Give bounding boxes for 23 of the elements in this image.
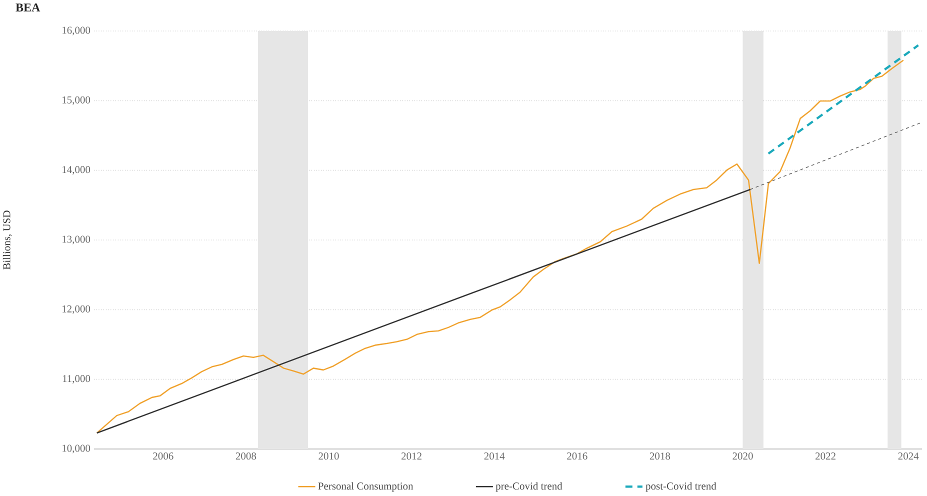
x-tick-label: 2008: [236, 452, 256, 460]
y-tick-label: 16,000: [62, 26, 90, 36]
line-series: [96, 60, 904, 434]
x-tick-label: 2024: [898, 452, 919, 460]
x-tick-label: 2016: [567, 452, 588, 460]
x-tick-label: 2022: [816, 452, 836, 460]
x-tick-label: 2012: [402, 452, 422, 460]
x-tick-label: 2010: [318, 452, 339, 460]
x-tick-label: 2020: [732, 452, 753, 460]
legend-label: Personal Consumption: [318, 482, 414, 492]
y-tick-label: 10,000: [62, 444, 90, 454]
y-tick-label: 11,000: [62, 375, 90, 384]
y-tick-label: 15,000: [62, 96, 90, 105]
text: BEA: [16, 4, 40, 12]
x-tick-label: 2014: [484, 452, 505, 460]
y-tick-label: 13,000: [62, 236, 90, 244]
y-tick-label: 12,000: [62, 305, 90, 314]
x-tick-label: 2018: [650, 452, 670, 460]
y-axis-title: Billions, USD: [2, 210, 12, 270]
x-tick-label: 2006: [153, 452, 174, 460]
y-tick-label: 14,000: [62, 166, 90, 175]
legend-label: post-Covid trend: [646, 482, 716, 492]
legend-label: pre-Covid trend: [496, 482, 562, 492]
